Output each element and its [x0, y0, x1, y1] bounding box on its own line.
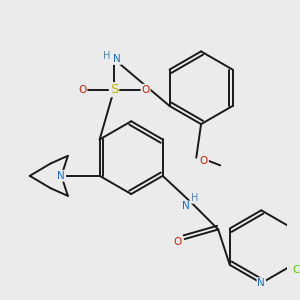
Text: N: N — [113, 54, 121, 64]
Text: S: S — [110, 83, 118, 96]
Text: N: N — [58, 171, 65, 181]
Text: H: H — [103, 51, 110, 61]
Text: O: O — [174, 237, 182, 247]
Text: N: N — [182, 202, 190, 212]
Text: H: H — [190, 193, 198, 203]
Text: O: O — [200, 155, 208, 166]
Text: Cl: Cl — [292, 265, 300, 275]
Text: O: O — [78, 85, 87, 95]
Text: O: O — [142, 85, 150, 95]
Text: N: N — [257, 278, 265, 288]
